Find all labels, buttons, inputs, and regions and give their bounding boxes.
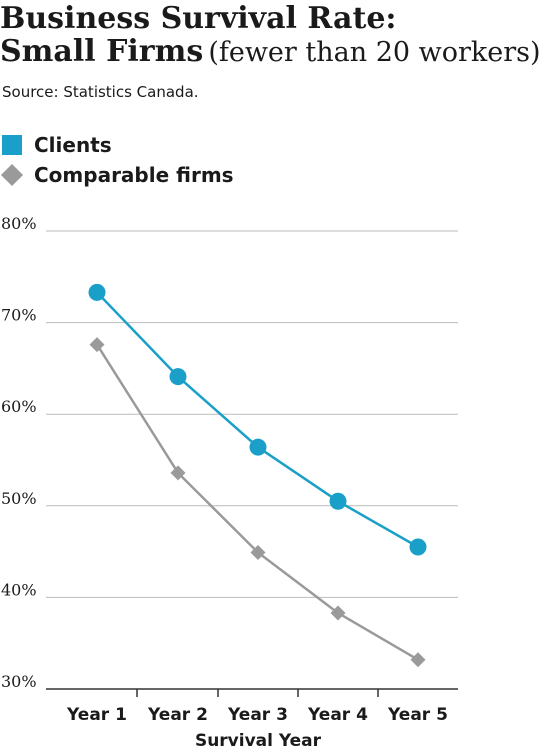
legend-label-comparable: Comparable firms (34, 163, 234, 187)
legend-item-comparable: Comparable firms (0, 160, 234, 190)
y-tick-label: 50% (1, 489, 37, 508)
x-tick-label: Year 4 (307, 705, 368, 725)
x-axis-title: Survival Year (195, 731, 322, 751)
source-note: Source: Statistics Canada. (2, 83, 199, 101)
data-point-comparable (170, 465, 186, 481)
legend: Clients Comparable firms (0, 130, 234, 190)
title-line-2-light: (fewer than 20 workers) (208, 37, 541, 68)
data-point-comparable (410, 652, 426, 668)
legend-label-clients: Clients (34, 133, 112, 157)
x-tick-label: Year 5 (387, 705, 448, 725)
x-tick-label: Year 1 (66, 705, 127, 725)
y-tick-label: 30% (1, 672, 37, 691)
data-point-clients (409, 538, 427, 556)
data-point-clients (88, 283, 106, 301)
data-point-comparable (330, 605, 346, 621)
data-point-clients (169, 368, 187, 386)
legend-swatch-clients (2, 135, 22, 155)
data-point-comparable (89, 337, 105, 353)
y-tick-label: 70% (1, 306, 37, 325)
series-line-comparable (95, 343, 419, 661)
x-tick-label: Year 3 (227, 705, 288, 725)
title-line-2: Small Firms (fewer than 20 workers) (0, 35, 541, 72)
chart-title: Business Survival Rate: Small Firms (few… (0, 2, 541, 72)
data-point-clients (329, 492, 347, 510)
legend-item-clients: Clients (2, 130, 234, 160)
y-tick-label: 80% (1, 214, 37, 233)
x-tick-label: Year 2 (147, 705, 208, 725)
y-tick-label: 60% (1, 397, 37, 416)
y-tick-label: 40% (1, 580, 37, 599)
title-line-2-bold: Small Firms (0, 34, 204, 69)
title-line-1: Business Survival Rate: (0, 1, 397, 36)
data-point-clients (249, 438, 267, 456)
data-point-comparable (250, 545, 266, 561)
